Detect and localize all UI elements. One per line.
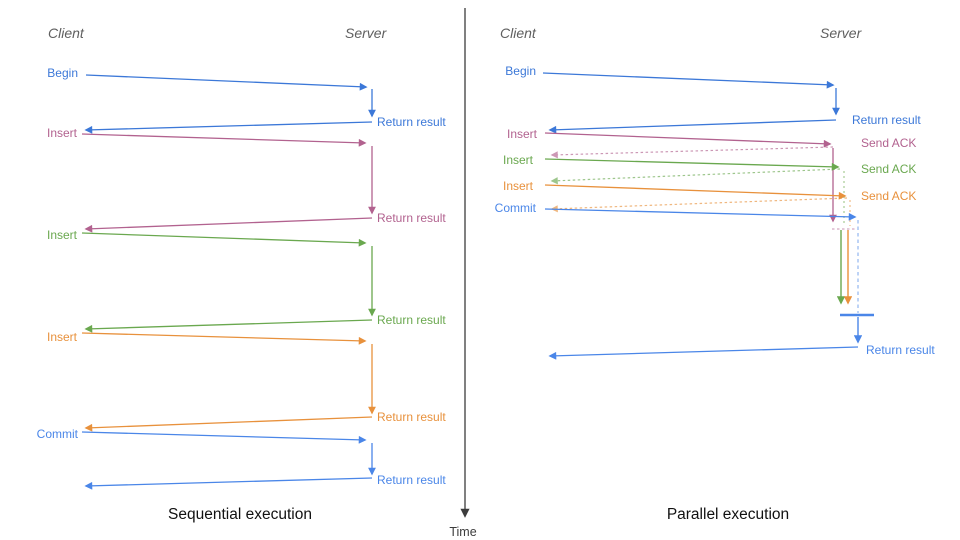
par-commit-response-label: Return result <box>866 343 935 357</box>
par-begin-label: Begin <box>505 64 536 78</box>
seq-begin-request-arrow <box>85 74 368 91</box>
par-insert1-ack-arrow <box>550 146 834 159</box>
par-insert2-ack-arrow <box>550 168 841 185</box>
par-insert3-ack-arrow <box>550 197 848 213</box>
time-axis-label: Time <box>449 525 476 539</box>
par-op-insert2: Insert Send ACK <box>503 153 916 305</box>
seq-insert3-response-label: Return result <box>377 410 446 424</box>
par-begin-response-label: Return result <box>852 113 921 127</box>
seq-insert3-request-arrow <box>81 332 367 345</box>
par-begin-response-arrow <box>548 119 837 134</box>
seq-commit-request-arrow <box>81 431 367 444</box>
par-insert3-label: Insert <box>503 179 534 193</box>
par-insert1-request-arrow <box>544 132 832 148</box>
seq-insert2-request-arrow <box>81 232 367 247</box>
par-begin-request-arrow <box>542 72 835 89</box>
seq-begin-response-label: Return result <box>377 115 446 129</box>
seq-op-insert2: Insert Return result <box>47 228 446 333</box>
seq-op-insert3: Insert Return result <box>47 330 446 432</box>
seq-insert3-response-arrow <box>84 416 373 432</box>
par-insert2-label: Insert <box>503 153 534 167</box>
par-insert2-response-label: Send ACK <box>861 162 916 176</box>
par-op-commit: Commit Return result <box>495 201 935 360</box>
par-commit-request-arrow <box>544 208 857 221</box>
seq-commit-response-arrow <box>84 477 373 490</box>
seq-op-begin: Begin Return result <box>47 66 446 134</box>
parallel-diagram: Client Server Begin Return result Insert… <box>495 25 936 523</box>
seq-server-header: Server <box>345 25 388 41</box>
seq-insert1-label: Insert <box>47 126 78 140</box>
seq-op-commit: Commit Return result <box>37 427 446 490</box>
par-insert3-response-label: Send ACK <box>861 189 916 203</box>
par-insert3-request-arrow <box>544 184 847 200</box>
seq-insert2-label: Insert <box>47 228 78 242</box>
par-client-header: Client <box>500 25 537 41</box>
seq-begin-label: Begin <box>47 66 78 80</box>
sequential-diagram: Client Server Begin Return result Insert… <box>37 25 447 523</box>
par-insert2-request-arrow <box>544 158 840 171</box>
seq-insert3-label: Insert <box>47 330 78 344</box>
seq-insert1-response-arrow <box>84 217 373 233</box>
par-op-insert3: Insert Send ACK <box>503 179 916 305</box>
par-insert1-label: Insert <box>507 127 538 141</box>
seq-insert2-response-label: Return result <box>377 313 446 327</box>
seq-insert1-response-label: Return result <box>377 211 446 225</box>
seq-client-header: Client <box>48 25 85 41</box>
seq-commit-label: Commit <box>37 427 79 441</box>
sequential-title: Sequential execution <box>168 506 312 523</box>
seq-insert2-response-arrow <box>84 319 373 333</box>
par-insert1-response-label: Send ACK <box>861 136 916 150</box>
seq-insert1-request-arrow <box>81 133 367 147</box>
par-commit-label: Commit <box>495 201 537 215</box>
par-op-begin: Begin Return result <box>505 64 921 134</box>
par-commit-response-arrow <box>548 346 859 360</box>
time-axis: Time <box>449 8 477 539</box>
parallel-title: Parallel execution <box>667 506 789 523</box>
seq-commit-response-label: Return result <box>377 473 446 487</box>
seq-begin-response-arrow <box>84 121 373 134</box>
seq-op-insert1: Insert Return result <box>47 126 446 233</box>
par-server-header: Server <box>820 25 863 41</box>
par-op-insert1: Insert Send ACK <box>507 127 916 230</box>
